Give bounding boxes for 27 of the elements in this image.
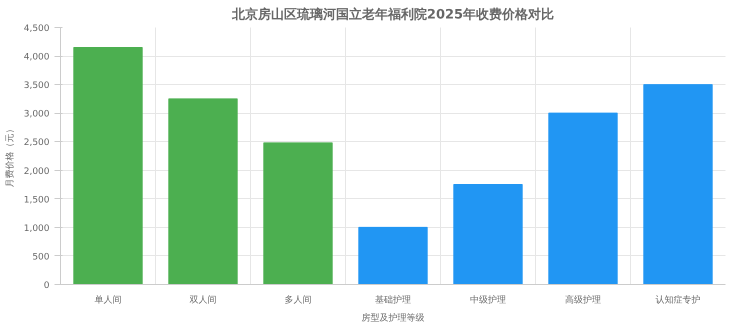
bar xyxy=(453,184,523,284)
y-tick-label: 4,000 xyxy=(24,52,50,63)
bar xyxy=(73,46,143,284)
y-tick-label: 2,000 xyxy=(24,166,50,177)
x-tick-label: 双人间 xyxy=(190,294,216,306)
x-tick-label: 高级护理 xyxy=(565,294,601,306)
bar xyxy=(263,142,333,284)
bar xyxy=(643,84,713,284)
bar xyxy=(358,226,428,284)
bar xyxy=(548,112,618,284)
x-tick-label: 单人间 xyxy=(94,294,122,306)
x-tick-label: 认知症专护 xyxy=(656,294,700,306)
y-tick-label: 2,500 xyxy=(24,138,50,148)
y-tick-label: 500 xyxy=(32,252,50,262)
x-tick-label: 多人间 xyxy=(284,294,312,306)
y-tick-label: 1,500 xyxy=(24,195,50,206)
y-tick-label: 3,500 xyxy=(24,81,50,92)
x-tick-label: 中级护理 xyxy=(470,294,506,306)
bar xyxy=(168,98,238,284)
y-axis-title: 月费价格（元） xyxy=(4,124,16,188)
y-tick-label: 3,000 xyxy=(24,110,50,120)
chart-title: 北京房山区琉璃河国立老年福利院2025年收费价格对比 xyxy=(230,6,554,22)
y-tick-label: 4,500 xyxy=(24,24,50,34)
x-axis-title: 房型及护理等级 xyxy=(362,312,424,324)
y-tick-label: 0 xyxy=(44,281,50,291)
x-tick-label: 基础护理 xyxy=(375,294,411,306)
y-tick-label: 1,000 xyxy=(24,224,50,234)
